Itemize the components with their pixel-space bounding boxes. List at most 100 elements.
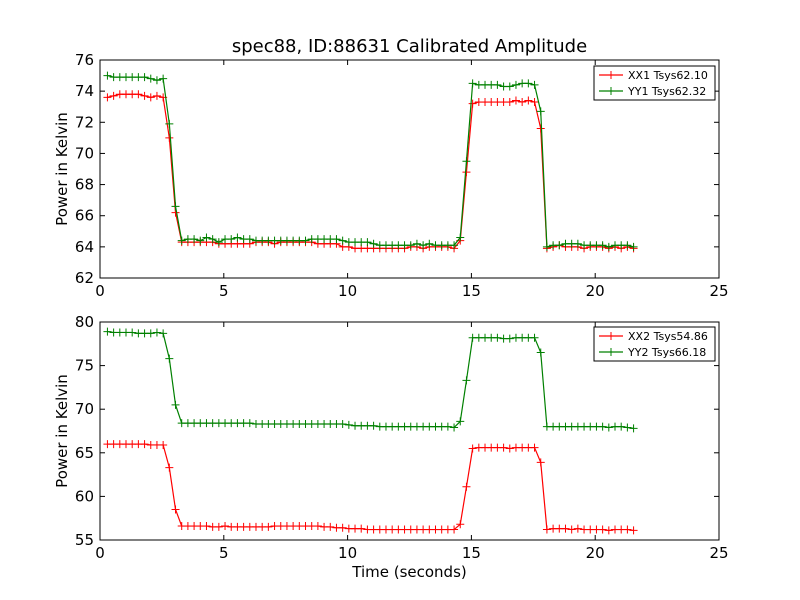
data-point bbox=[573, 524, 582, 533]
data-point bbox=[524, 96, 533, 105]
data-point bbox=[344, 420, 353, 429]
data-point bbox=[456, 520, 465, 529]
data-point bbox=[177, 236, 186, 245]
data-point bbox=[338, 523, 347, 532]
data-point bbox=[629, 424, 638, 433]
data-point bbox=[443, 422, 452, 431]
x-tick-label: 0 bbox=[95, 282, 105, 300]
data-point bbox=[363, 238, 372, 247]
x-tick-label: 5 bbox=[219, 282, 229, 300]
legend-swatch-marker bbox=[607, 348, 615, 356]
data-point bbox=[146, 74, 155, 83]
data-point bbox=[332, 235, 341, 244]
x-tick-label: 10 bbox=[338, 282, 357, 300]
data-point bbox=[152, 91, 161, 100]
data-point bbox=[245, 419, 254, 428]
y-tick-label: 65 bbox=[75, 444, 94, 462]
y-tick-label: 60 bbox=[75, 487, 94, 505]
data-point bbox=[406, 241, 415, 250]
data-point bbox=[140, 440, 149, 449]
data-point bbox=[165, 354, 174, 363]
x-tick-label: 10 bbox=[338, 544, 357, 562]
axes-frame bbox=[99, 59, 720, 279]
data-point bbox=[462, 376, 471, 385]
data-point bbox=[573, 239, 582, 248]
data-point bbox=[152, 76, 161, 85]
legend-label: YY1 Tsys62.32 bbox=[627, 85, 706, 98]
y-tick-label: 64 bbox=[75, 238, 94, 256]
legend-swatch-marker bbox=[607, 71, 615, 79]
data-point bbox=[208, 235, 217, 244]
x-tick-label: 15 bbox=[462, 544, 481, 562]
data-point bbox=[419, 241, 428, 250]
data-point bbox=[369, 239, 378, 248]
data-point bbox=[629, 242, 638, 251]
y-tick-label: 75 bbox=[75, 357, 94, 375]
chart-title: spec88, ID:88631 Calibrated Amplitude bbox=[232, 36, 587, 57]
data-point bbox=[604, 526, 613, 535]
series-line-0 bbox=[107, 443, 634, 532]
data-point bbox=[338, 236, 347, 245]
x-axis-label: Time (seconds) bbox=[351, 563, 467, 581]
data-point bbox=[326, 522, 335, 531]
data-point bbox=[468, 444, 477, 453]
data-point bbox=[530, 98, 539, 107]
data-point bbox=[165, 119, 174, 128]
data-point bbox=[159, 74, 168, 83]
y-tick-label: 70 bbox=[75, 400, 94, 418]
x-tick-label: 5 bbox=[219, 544, 229, 562]
y-tick-label: 68 bbox=[75, 176, 94, 194]
data-point bbox=[555, 241, 564, 250]
legend: XX1 Tsys62.10 YY1 Tsys62.32 bbox=[593, 65, 716, 101]
data-point bbox=[171, 505, 180, 514]
data-point bbox=[456, 417, 465, 426]
x-tick-label: 20 bbox=[586, 282, 605, 300]
legend-label: XX1 Tsys62.10 bbox=[628, 69, 708, 82]
data-point bbox=[567, 525, 576, 534]
data-point bbox=[542, 242, 551, 251]
data-point bbox=[171, 202, 180, 211]
data-point bbox=[103, 71, 112, 80]
data-point bbox=[140, 91, 149, 100]
data-point bbox=[524, 79, 533, 88]
data-point bbox=[536, 458, 545, 467]
data-point bbox=[214, 238, 223, 247]
data-point bbox=[604, 242, 613, 251]
legend: XX2 Tsys54.86 YY2 Tsys66.18 bbox=[593, 326, 716, 362]
data-point bbox=[493, 333, 502, 342]
series-line-1 bbox=[107, 330, 634, 429]
data-point bbox=[369, 421, 378, 430]
series-line-0 bbox=[107, 93, 634, 250]
y-axis-label: Power in Kelvin bbox=[53, 112, 71, 226]
legend-swatch-marker bbox=[607, 87, 615, 95]
series-markers-0 bbox=[103, 440, 638, 535]
data-point bbox=[530, 333, 539, 342]
data-point bbox=[499, 443, 508, 452]
data-point bbox=[152, 328, 161, 337]
data-point bbox=[128, 328, 137, 337]
y-tick-label: 70 bbox=[75, 144, 94, 162]
data-point bbox=[109, 91, 118, 100]
series-line-1 bbox=[107, 74, 634, 248]
top-panel: spec88, ID:88631 Calibrated Amplitude 0 5 1… bbox=[53, 36, 729, 300]
x-tick-label: 25 bbox=[709, 282, 728, 300]
legend-label: YY2 Tsys66.18 bbox=[627, 346, 706, 359]
data-point bbox=[598, 422, 607, 431]
data-point bbox=[134, 90, 143, 99]
data-point bbox=[221, 522, 230, 531]
y-axis-label: Power in Kelvin bbox=[53, 374, 71, 488]
legend-label: XX2 Tsys54.86 bbox=[628, 330, 708, 343]
x-tick-label: 25 bbox=[709, 544, 728, 562]
data-point bbox=[536, 348, 545, 357]
data-point bbox=[505, 444, 514, 453]
data-point bbox=[542, 525, 551, 534]
y-tick-label: 80 bbox=[75, 313, 94, 331]
data-point bbox=[202, 522, 211, 531]
data-point bbox=[623, 423, 632, 432]
data-point bbox=[511, 80, 520, 89]
data-point bbox=[462, 157, 471, 166]
data-point bbox=[505, 82, 514, 91]
x-tick-label: 15 bbox=[462, 282, 481, 300]
axes-frame bbox=[99, 321, 720, 541]
data-point bbox=[604, 423, 613, 432]
